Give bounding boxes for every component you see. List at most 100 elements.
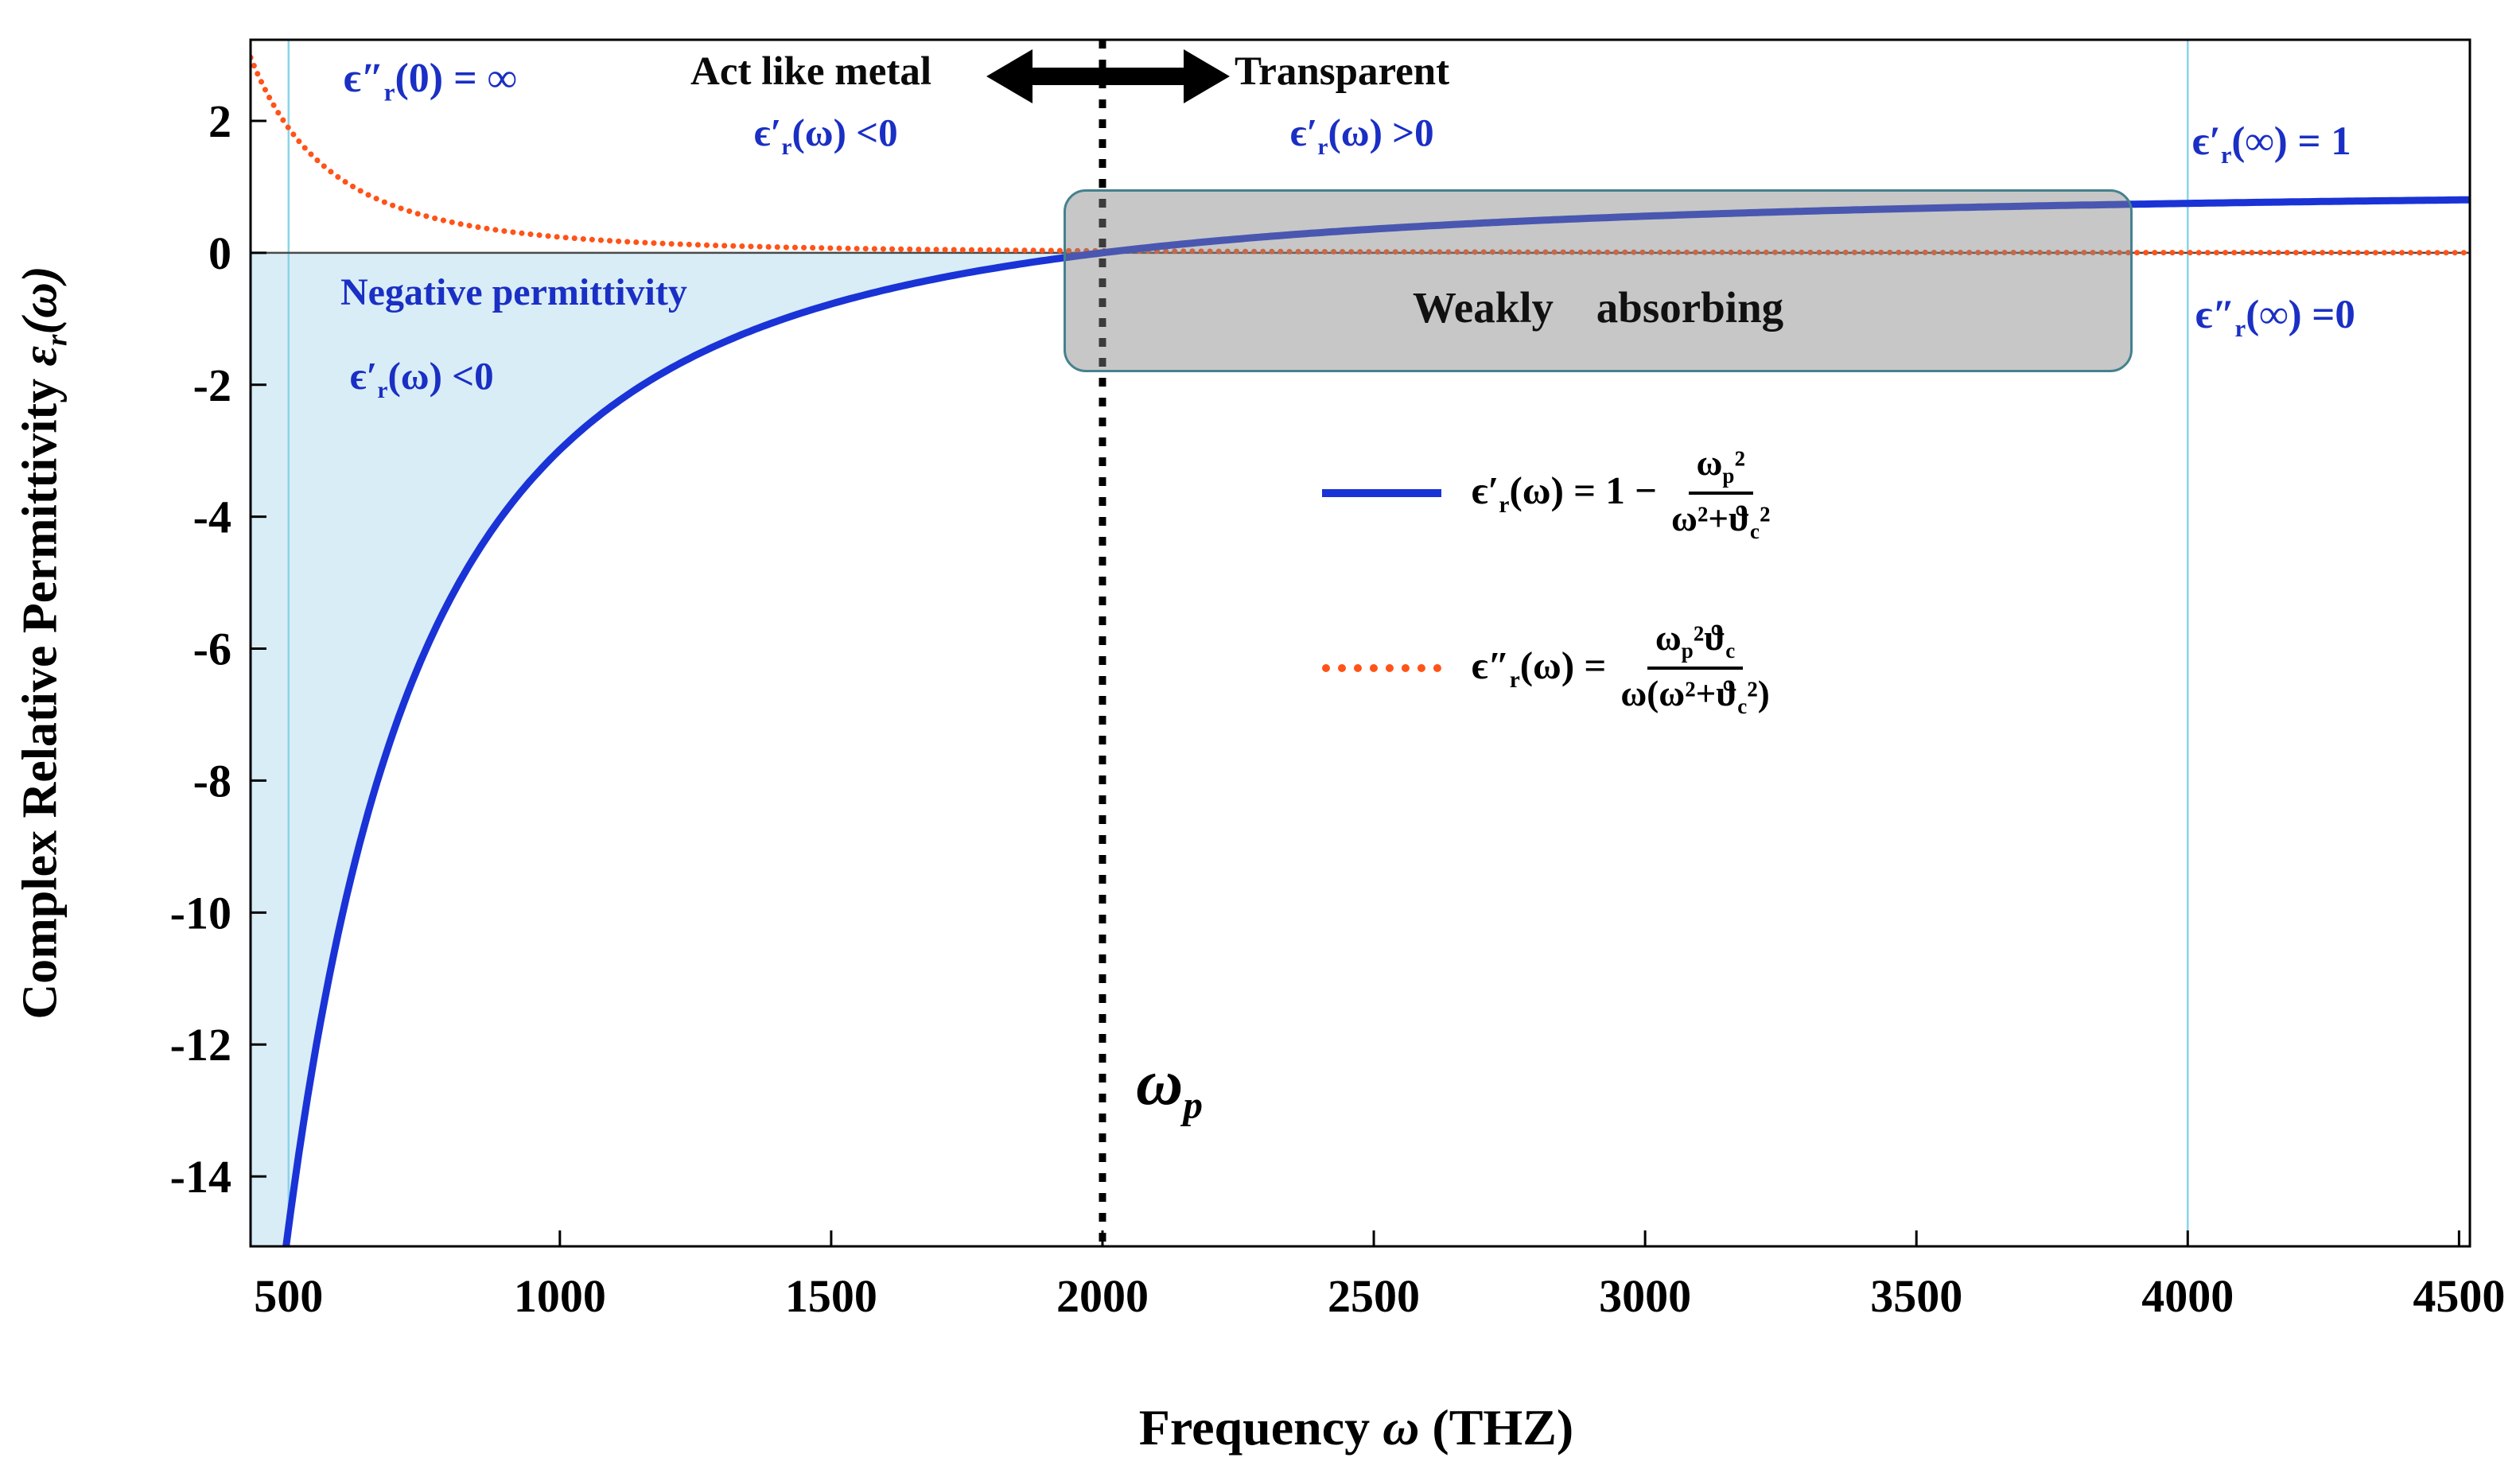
y-axis-eps: ε (13, 345, 68, 367)
eq-subscript: p (1681, 639, 1694, 663)
eq-term: ω(ω²+ϑ (1620, 674, 1738, 713)
eq-fraction: ωp² ω²+ϑc² (1671, 442, 1770, 544)
x-tick-label: 2000 (1056, 1270, 1149, 1322)
y-axis-label-text: Complex Relative Permittivity (13, 378, 68, 1020)
legend-entry-eps-imag: ϵ″r(ω) = ωp²ϑc ω(ω²+ϑc²) (1322, 617, 1770, 719)
annotation-eps-real-at-infinity: ϵ′r(∞) = 1 (2192, 119, 2351, 169)
x-axis-label: Frequency ω (THZ) (1138, 1399, 1574, 1456)
x-tick-label: 4000 (2141, 1270, 2234, 1322)
weakly-absorbing-label: Weakly absorbing (1412, 282, 1784, 332)
eq-term: ω²+ϑ (1671, 499, 1750, 538)
eq-term: ²) (1747, 674, 1770, 713)
eq-term: ω (1655, 618, 1682, 658)
annotation-metal-condition: ϵ′r(ω) <0 (754, 111, 898, 160)
legend-equation-imag: ϵ″r(ω) = ωp²ϑc ω(ω²+ϑc²) (1472, 617, 1770, 719)
y-axis-label: Complex Relative Permittivity εr(ω) (13, 266, 74, 1019)
eps-real-curve (282, 196, 2470, 1246)
y-tick-label: -6 (193, 624, 231, 675)
eq-term: ϵ″ (2195, 293, 2235, 337)
eq-term: ϵ″ (1472, 643, 1510, 688)
eq-term: (ω) >0 (1328, 111, 1434, 154)
eq-numerator: ωp² (1688, 442, 1753, 495)
x-tick-label: 1000 (514, 1270, 606, 1322)
eq-term: ϵ′ (350, 354, 378, 398)
x-tick-label: 3000 (1599, 1270, 1691, 1322)
eq-subscript: r (1509, 667, 1520, 693)
metal-transparent-arrow (986, 49, 1230, 103)
y-tick-label: -12 (170, 1019, 231, 1071)
eq-subscript: r (2220, 142, 2232, 169)
annotation-plasma-frequency: ωp (1136, 1046, 1203, 1127)
eq-term: (ω) <0 (791, 111, 898, 154)
eps-imag-curve (251, 54, 2470, 256)
axis-ticks: 500 1000 1500 2000 2500 3000 3500 4000 4500 2 0 -2 -… (170, 95, 2506, 1322)
eq-term: (ω) (13, 266, 68, 335)
eq-term: ²ϑ (1693, 618, 1726, 658)
eq-subscript: r (781, 134, 792, 160)
legend-equation-real: ϵ′r(ω) = 1 − ωp² ω²+ϑc² (1472, 442, 1770, 544)
eq-term: (∞) =0 (2246, 293, 2355, 337)
eq-subscript: c (1737, 694, 1748, 718)
eq-term: (∞) = 1 (2231, 119, 2351, 164)
eq-term: ϵ″ (344, 56, 384, 101)
x-tick-label: 500 (254, 1270, 323, 1322)
x-tick-label: 4500 (2413, 1270, 2505, 1322)
weakly-absorbing-box: Weakly absorbing (1064, 189, 2133, 372)
annotation-eps-imag-at-zero: ϵ″r(0) = ∞ (344, 56, 517, 107)
annotation-eps-imag-at-infinity: ϵ″r(∞) =0 (2195, 293, 2355, 343)
x-tick-label: 2500 (1328, 1270, 1420, 1322)
eq-lhs: ϵ′r(ω) = 1 − (1472, 468, 1657, 519)
x-axis-unit: (THZ) (1432, 1399, 1574, 1456)
x-axis-label-text: Frequency (1138, 1399, 1371, 1456)
eq-subscript: r (41, 334, 74, 346)
eq-term: ω (1696, 443, 1723, 483)
eq-term: (ω) = (1519, 643, 1607, 688)
eq-fraction: ωp²ϑc ω(ω²+ϑc²) (1620, 617, 1769, 719)
negative-permittivity-shade (251, 252, 1102, 1246)
x-tick-label: 1500 (785, 1270, 877, 1322)
eq-subscript: r (1317, 134, 1328, 160)
legend-line-solid (1322, 489, 1441, 497)
eq-subscript: p (1722, 464, 1735, 488)
legend-entry-eps-real: ϵ′r(ω) = 1 − ωp² ω²+ϑc² (1322, 442, 1770, 544)
annotation-transparent: Transparent (1235, 49, 1450, 94)
annotation-negative-condition: ϵ′r(ω) <0 (350, 355, 494, 403)
eq-subscript: c (1750, 519, 1760, 543)
eq-lhs: ϵ″r(ω) = (1472, 643, 1606, 694)
eq-subscript: r (377, 377, 388, 403)
eq-subscript: r (1499, 492, 1510, 518)
eq-term: ² (1759, 499, 1771, 538)
eq-term: ² (1734, 443, 1745, 483)
eq-term: ω (1136, 1046, 1184, 1118)
eq-subscript: r (2234, 315, 2246, 343)
eq-subscript: p (1183, 1082, 1203, 1127)
y-tick-label: 2 (208, 95, 231, 147)
annotation-transparent-condition: ϵ′r(ω) >0 (1290, 111, 1434, 160)
x-axis-omega: ω (1382, 1399, 1420, 1456)
x-tick-label: 3500 (1870, 1270, 1962, 1322)
eq-numerator: ωp²ϑc (1647, 617, 1744, 670)
eq-term: ϵ′ (1472, 468, 1499, 513)
y-tick-label: 0 (208, 227, 231, 279)
eq-term: ϵ′ (754, 111, 782, 154)
plot-border (249, 38, 2471, 1248)
eq-term: ϵ′ (1290, 111, 1318, 154)
annotation-act-like-metal: Act like metal (690, 49, 932, 94)
eq-term: (0) = ∞ (395, 56, 517, 101)
eq-denominator: ω²+ϑc² (1671, 495, 1770, 544)
y-tick-label: -4 (193, 492, 231, 543)
eq-term: (ω) <0 (387, 354, 494, 398)
eq-term: (ω) = 1 − (1509, 468, 1657, 513)
y-tick-label: -8 (193, 755, 231, 807)
y-tick-label: -2 (193, 360, 231, 411)
eq-subscript: r (383, 78, 395, 107)
legend-line-dotted (1322, 664, 1441, 672)
eq-denominator: ω(ω²+ϑc²) (1620, 670, 1769, 719)
annotation-negative-permittivity: Negative permittivity (340, 271, 687, 313)
y-tick-label: -14 (170, 1151, 231, 1203)
eq-term: ϵ′ (2192, 119, 2221, 164)
y-tick-label: -10 (170, 887, 231, 939)
eq-subscript: c (1725, 639, 1736, 663)
